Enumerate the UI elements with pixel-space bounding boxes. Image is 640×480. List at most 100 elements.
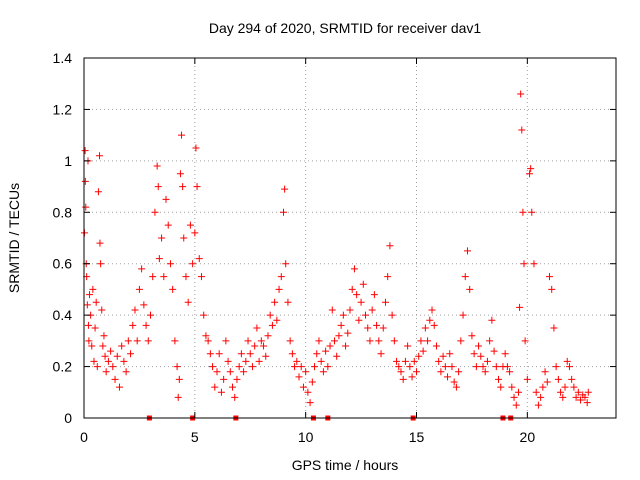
- data-point: [253, 324, 261, 332]
- data-point: [90, 357, 98, 365]
- data-point: [222, 337, 230, 345]
- data-point: [346, 306, 354, 314]
- data-point: [189, 260, 197, 268]
- data-point: [233, 375, 241, 383]
- data-point: [333, 352, 341, 360]
- data-point: [368, 306, 376, 314]
- data-point: [572, 393, 580, 401]
- data-point: [568, 375, 576, 383]
- data-point: [461, 273, 469, 281]
- data-point: [472, 363, 480, 371]
- data-point: [107, 347, 115, 355]
- data-point: [448, 363, 456, 371]
- data-point: [426, 316, 434, 324]
- y-tick-label: 1: [64, 153, 72, 169]
- data-point: [518, 126, 526, 134]
- data-point: [280, 208, 287, 216]
- data-point: [328, 306, 336, 314]
- data-point: [390, 337, 398, 345]
- y-tick-label: 0.8: [53, 204, 73, 220]
- data-point: [81, 177, 89, 185]
- data-point: [248, 363, 256, 371]
- data-point: [404, 342, 412, 350]
- data-point: [483, 357, 491, 365]
- data-point: [477, 352, 485, 360]
- y-tick-label: 1.2: [53, 101, 73, 117]
- data-point: [546, 273, 553, 281]
- data-point: [516, 303, 524, 311]
- data-point: [503, 363, 511, 371]
- y-axis-label: SRMTID / TECUs: [6, 183, 22, 293]
- data-point: [179, 183, 187, 191]
- data-point: [450, 378, 458, 386]
- data-point: [362, 311, 370, 319]
- data-point: [246, 350, 254, 358]
- data-point: [91, 324, 99, 332]
- data-point: [410, 357, 418, 365]
- data-point: [178, 131, 186, 139]
- y-tick-label: 0.2: [53, 359, 73, 375]
- data-point: [242, 357, 250, 365]
- y-tick-label: 0.6: [53, 256, 73, 272]
- data-point: [373, 321, 381, 329]
- data-point: [180, 234, 188, 242]
- data-point: [240, 368, 248, 376]
- data-point: [195, 255, 203, 263]
- data-point: [399, 375, 407, 383]
- data-point: [262, 352, 270, 360]
- data-point: [291, 363, 299, 371]
- data-point: [217, 388, 225, 396]
- data-point: [88, 342, 96, 350]
- data-point: [424, 337, 432, 345]
- data-points: [80, 90, 592, 409]
- data-point: [191, 229, 199, 237]
- data-point: [251, 342, 259, 350]
- data-point: [339, 311, 347, 319]
- data-point: [94, 188, 102, 196]
- data-point: [557, 388, 565, 396]
- data-point: [151, 208, 159, 216]
- data-point: [244, 337, 252, 345]
- data-point: [93, 363, 101, 371]
- data-point: [561, 383, 569, 391]
- data-point: [89, 285, 97, 293]
- data-point: [532, 388, 540, 396]
- data-point: [419, 347, 427, 355]
- data-point: [543, 378, 551, 386]
- data-point: [375, 337, 383, 345]
- data-point: [271, 298, 279, 306]
- data-point: [488, 316, 496, 324]
- data-point: [435, 357, 443, 365]
- data-point: [197, 273, 205, 281]
- data-point: [337, 321, 345, 329]
- data-point: [133, 337, 141, 345]
- data-point: [192, 144, 200, 152]
- data-point: [520, 260, 528, 268]
- data-point: [127, 350, 135, 358]
- data-point: [81, 147, 89, 155]
- data-point: [202, 332, 210, 340]
- y-tick-label: 0: [64, 410, 72, 426]
- data-point: [519, 208, 527, 216]
- data-point: [581, 393, 589, 401]
- data-point: [118, 342, 126, 350]
- data-point: [83, 301, 91, 309]
- data-point: [171, 337, 179, 345]
- data-point: [215, 350, 223, 358]
- data-point: [257, 337, 265, 345]
- data-point: [308, 378, 316, 386]
- data-point: [554, 375, 562, 383]
- data-point: [273, 316, 281, 324]
- data-point: [281, 185, 289, 193]
- data-point: [421, 324, 429, 332]
- data-point: [193, 183, 201, 191]
- data-point: [526, 170, 534, 178]
- data-point: [319, 368, 327, 376]
- data-point: [154, 183, 162, 191]
- data-point: [288, 350, 296, 358]
- x-tick-label: 0: [80, 429, 88, 445]
- data-point: [466, 285, 474, 293]
- data-point: [98, 306, 106, 314]
- data-point: [184, 298, 192, 306]
- data-point: [266, 311, 274, 319]
